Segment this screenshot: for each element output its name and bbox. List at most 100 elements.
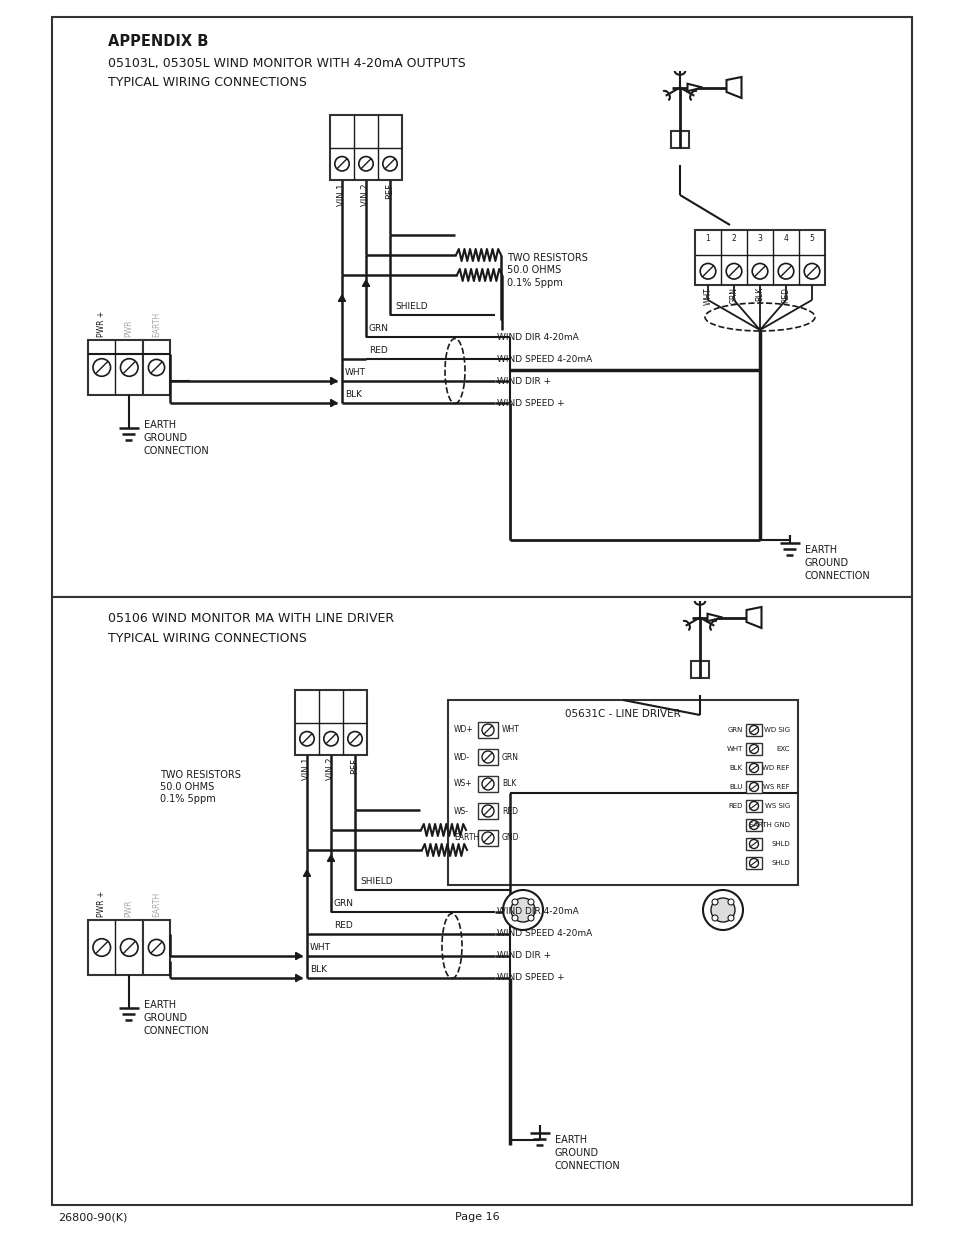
FancyBboxPatch shape (477, 803, 497, 819)
Circle shape (92, 939, 111, 956)
Circle shape (512, 899, 517, 905)
Circle shape (803, 263, 819, 279)
Text: EARTH GND: EARTH GND (748, 823, 789, 827)
Text: CONNECTION: CONNECTION (804, 571, 870, 580)
Text: REF: REF (385, 183, 395, 199)
Circle shape (778, 263, 793, 279)
Text: WD SIG: WD SIG (763, 727, 789, 734)
Text: RED: RED (781, 287, 790, 303)
Text: PWR +: PWR + (97, 890, 107, 918)
Text: SHLD: SHLD (770, 860, 789, 866)
Text: WD-: WD- (454, 752, 470, 762)
Text: 26800-90(K): 26800-90(K) (58, 1212, 128, 1221)
Polygon shape (303, 869, 311, 877)
Text: GRN: GRN (334, 899, 354, 908)
Text: SHIELD: SHIELD (395, 303, 427, 311)
Text: Page 16: Page 16 (455, 1212, 498, 1221)
Text: SHIELD: SHIELD (359, 877, 393, 885)
Text: TWO RESISTORS: TWO RESISTORS (160, 769, 240, 781)
Text: WHT: WHT (501, 725, 519, 735)
Text: WIND DIR +: WIND DIR + (497, 377, 551, 385)
Circle shape (299, 731, 314, 746)
Circle shape (323, 731, 338, 746)
FancyBboxPatch shape (695, 230, 824, 285)
FancyBboxPatch shape (670, 131, 688, 147)
Text: WHT: WHT (702, 287, 712, 305)
Circle shape (700, 263, 715, 279)
Text: 50.0 OHMS: 50.0 OHMS (160, 782, 214, 792)
FancyBboxPatch shape (745, 800, 761, 811)
Text: EARTH: EARTH (454, 834, 478, 842)
Circle shape (481, 724, 494, 736)
Text: PWR: PWR (125, 320, 133, 337)
Text: VIN 1: VIN 1 (302, 758, 312, 781)
Text: REF: REF (350, 758, 359, 774)
Circle shape (727, 915, 733, 921)
Text: WS SIG: WS SIG (764, 803, 789, 809)
Circle shape (749, 745, 758, 753)
FancyBboxPatch shape (88, 920, 143, 974)
Polygon shape (726, 77, 740, 98)
FancyBboxPatch shape (477, 722, 497, 739)
Text: RED: RED (501, 806, 517, 815)
Text: GND: GND (501, 834, 519, 842)
Text: 05106 WIND MONITOR MA WITH LINE DRIVER: 05106 WIND MONITOR MA WITH LINE DRIVER (108, 611, 394, 625)
FancyBboxPatch shape (52, 17, 911, 597)
Text: 0.1% 5ppm: 0.1% 5ppm (160, 794, 215, 804)
Circle shape (481, 751, 494, 763)
FancyBboxPatch shape (745, 819, 761, 831)
Text: 3: 3 (757, 233, 761, 243)
Circle shape (481, 832, 494, 844)
Text: BLK: BLK (501, 779, 516, 788)
Text: TYPICAL WIRING CONNECTIONS: TYPICAL WIRING CONNECTIONS (108, 75, 307, 89)
Text: RED: RED (334, 921, 353, 930)
Polygon shape (295, 952, 302, 960)
Text: BLK: BLK (729, 764, 742, 771)
Text: VIN 2: VIN 2 (361, 183, 370, 205)
Circle shape (512, 915, 517, 921)
Circle shape (358, 157, 373, 170)
Text: GRN: GRN (501, 752, 518, 762)
Text: EARTH: EARTH (144, 1000, 176, 1010)
Circle shape (92, 358, 111, 377)
Text: BLK: BLK (310, 965, 327, 974)
Text: BLK: BLK (345, 390, 361, 399)
Circle shape (749, 820, 758, 830)
Text: EARTH: EARTH (152, 311, 161, 337)
Text: EARTH: EARTH (152, 892, 161, 918)
Text: 2: 2 (731, 233, 736, 243)
Polygon shape (745, 606, 760, 629)
FancyBboxPatch shape (745, 839, 761, 850)
Text: WIND DIR 4-20mA: WIND DIR 4-20mA (497, 332, 578, 342)
Circle shape (481, 805, 494, 818)
Text: VIN 2: VIN 2 (326, 758, 335, 781)
Text: EARTH: EARTH (144, 420, 176, 430)
Text: WHT: WHT (726, 746, 742, 752)
Text: 05103L, 05305L WIND MONITOR WITH 4-20mA OUTPUTS: 05103L, 05305L WIND MONITOR WITH 4-20mA … (108, 57, 465, 69)
Text: EARTH: EARTH (804, 545, 836, 555)
Text: GRN: GRN (727, 727, 742, 734)
Text: 4: 4 (782, 233, 787, 243)
Circle shape (382, 157, 396, 170)
Polygon shape (295, 974, 302, 982)
Text: WD REF: WD REF (761, 764, 789, 771)
Polygon shape (338, 295, 345, 301)
Text: SHLD: SHLD (770, 841, 789, 847)
FancyBboxPatch shape (294, 690, 367, 755)
Circle shape (749, 802, 758, 810)
Circle shape (749, 840, 758, 848)
Text: BLU: BLU (729, 784, 742, 790)
Text: TWO RESISTORS: TWO RESISTORS (506, 253, 587, 263)
Circle shape (749, 725, 758, 735)
Text: WIND SPEED +: WIND SPEED + (497, 399, 564, 408)
FancyBboxPatch shape (745, 724, 761, 736)
Text: WIND DIR 4-20mA: WIND DIR 4-20mA (497, 908, 578, 916)
FancyBboxPatch shape (477, 830, 497, 846)
Polygon shape (331, 378, 336, 384)
Text: CONNECTION: CONNECTION (144, 1026, 210, 1036)
Text: TYPICAL WIRING CONNECTIONS: TYPICAL WIRING CONNECTIONS (108, 631, 307, 645)
Polygon shape (327, 855, 335, 861)
Polygon shape (707, 614, 721, 621)
Text: CONNECTION: CONNECTION (555, 1161, 620, 1171)
Text: WIND SPEED +: WIND SPEED + (497, 973, 564, 983)
